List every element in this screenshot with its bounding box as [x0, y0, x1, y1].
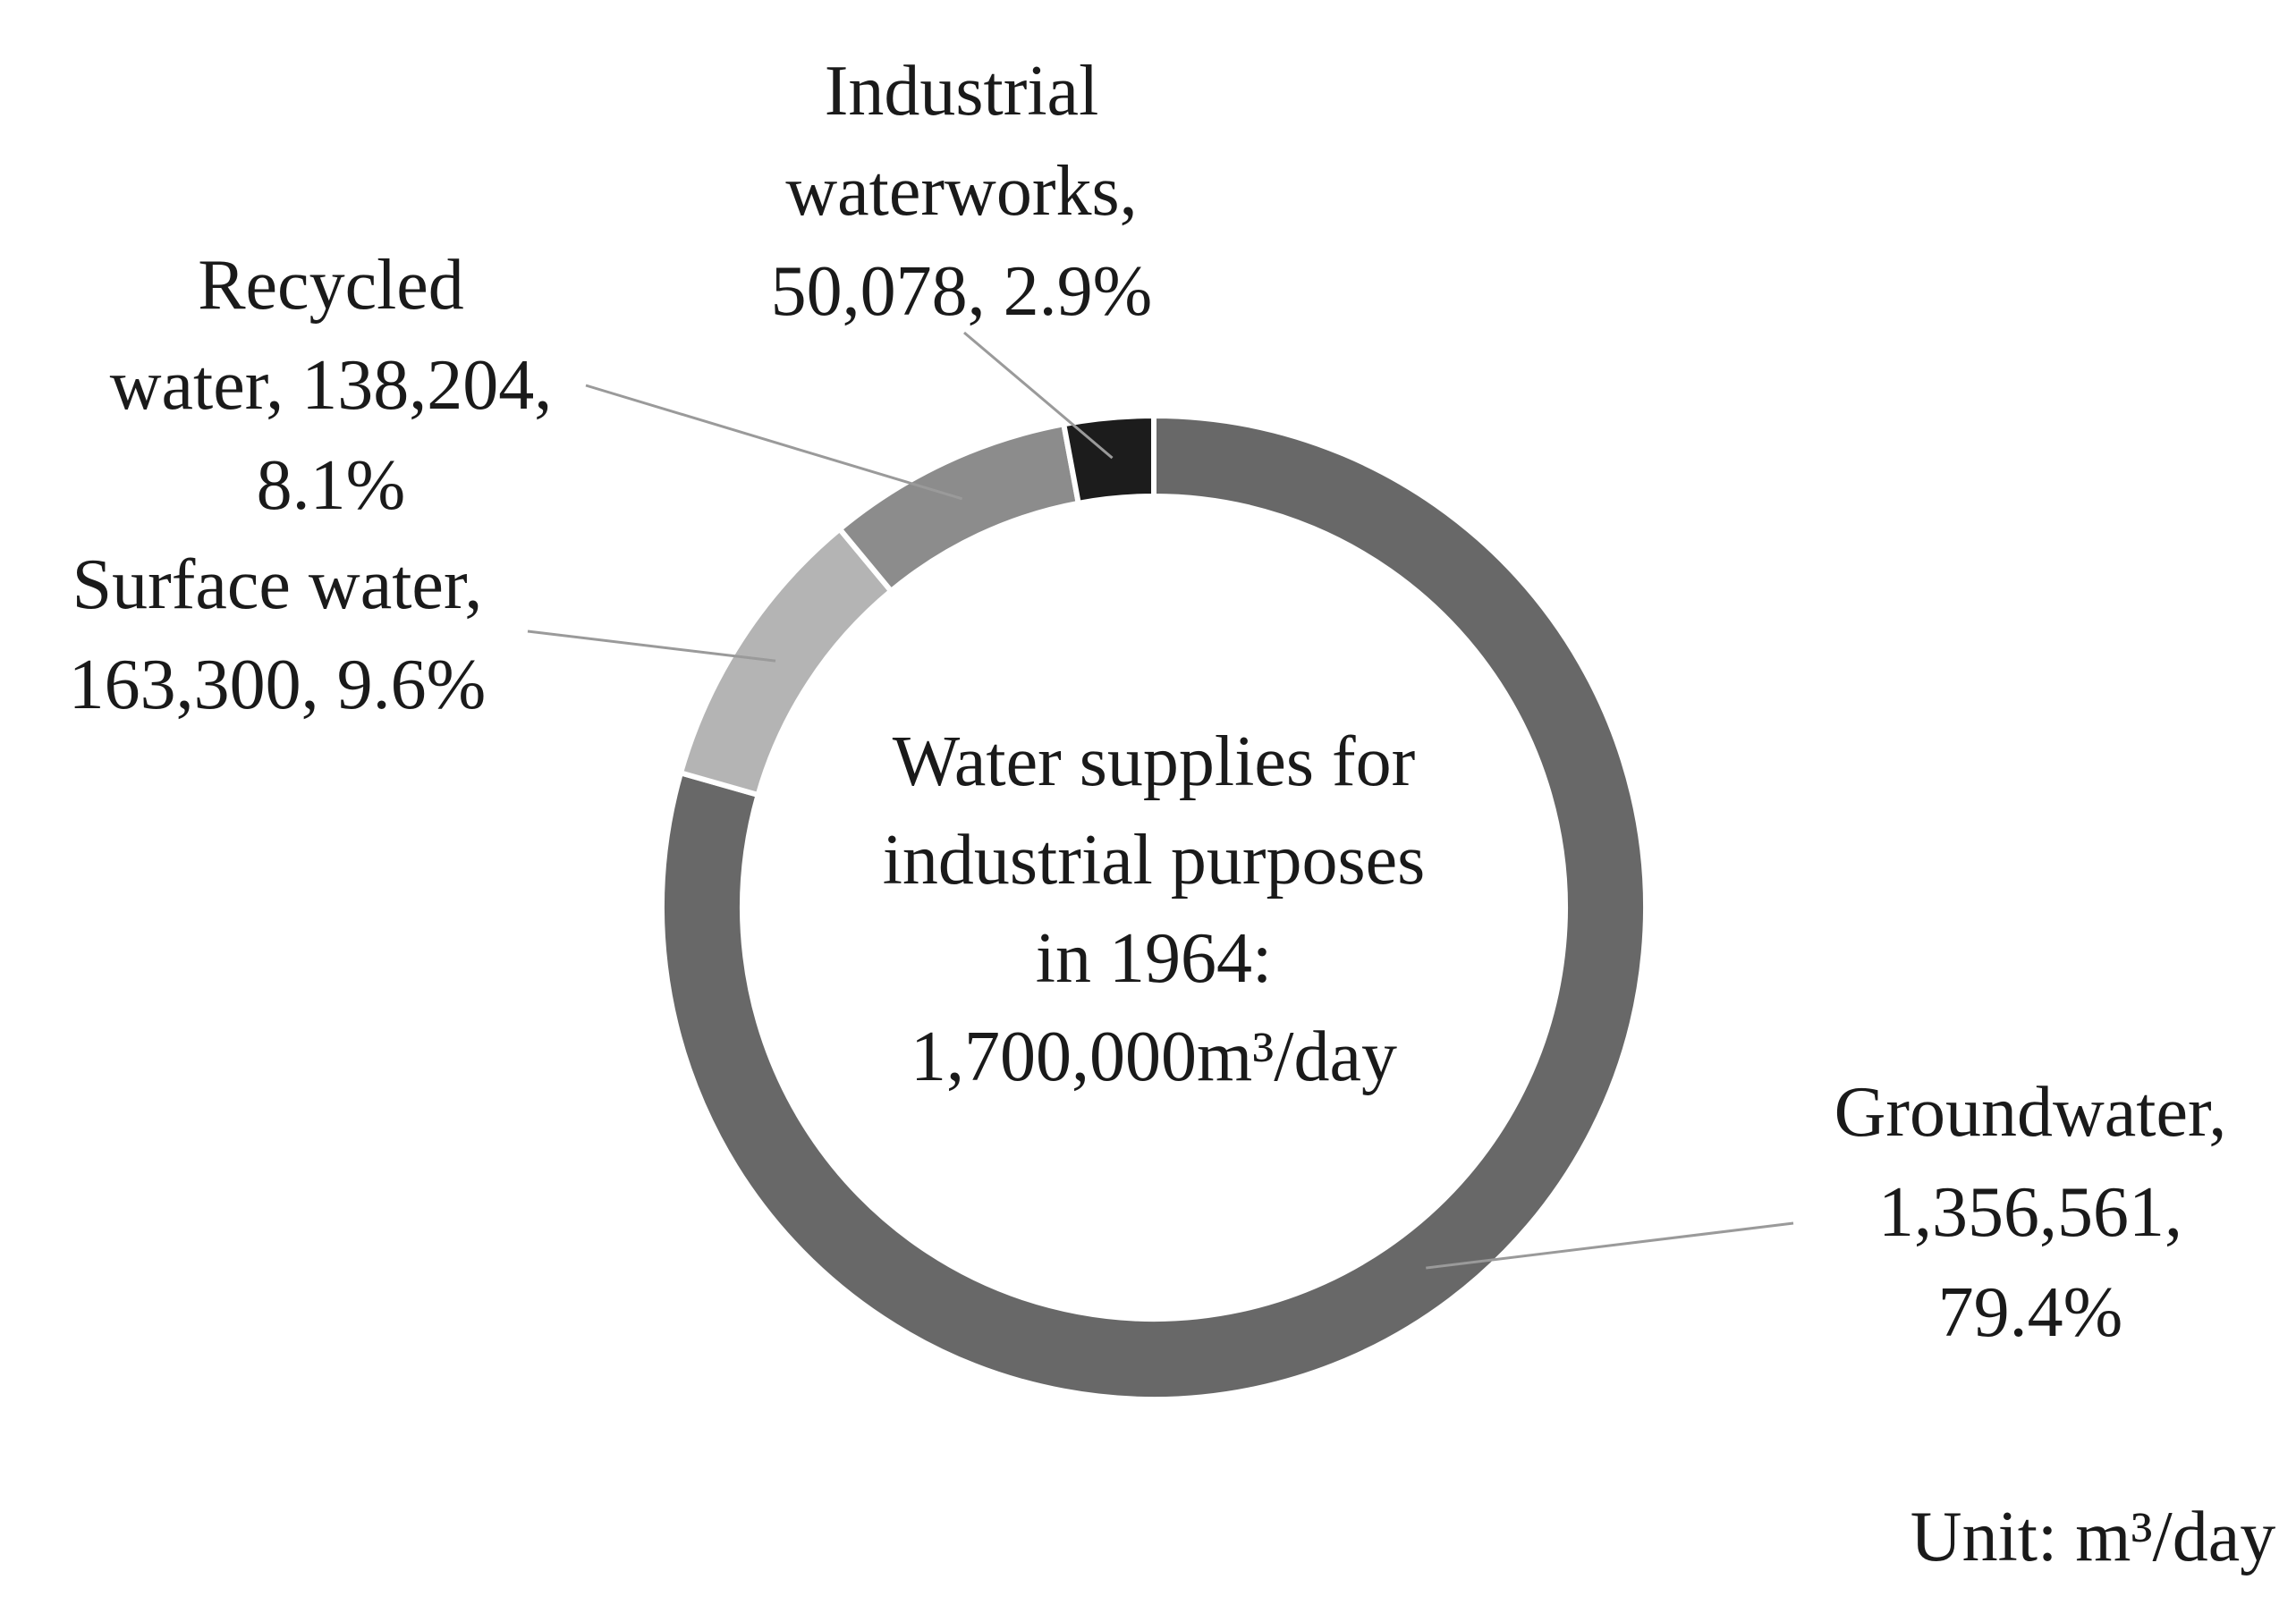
slice-surface-water — [681, 529, 891, 795]
label-recycled-water: Recycled water, 138,204, 8.1% — [110, 246, 552, 525]
donut-slices — [662, 416, 1646, 1399]
label-groundwater: Groundwater, 1,356,561, 79.4% — [1834, 1073, 2227, 1352]
label-industrial-waterworks: Industrial waterworks, 50,078, 2.9% — [771, 52, 1153, 331]
slice-labels: Groundwater, 1,356,561, 79.4% Surface water… — [69, 52, 2227, 1352]
unit-label: Unit: m³/day — [1911, 1498, 2275, 1576]
donut-chart: Groundwater, 1,356,561, 79.4% Surface water… — [0, 0, 2296, 1622]
center-label: Water supplies for industrial purposes in … — [883, 722, 1426, 1096]
leader-line-recycled-water — [586, 385, 962, 499]
slice-recycled-water — [840, 424, 1079, 591]
label-surface-water: Surface water, 163,300, 9.6% — [69, 545, 487, 724]
